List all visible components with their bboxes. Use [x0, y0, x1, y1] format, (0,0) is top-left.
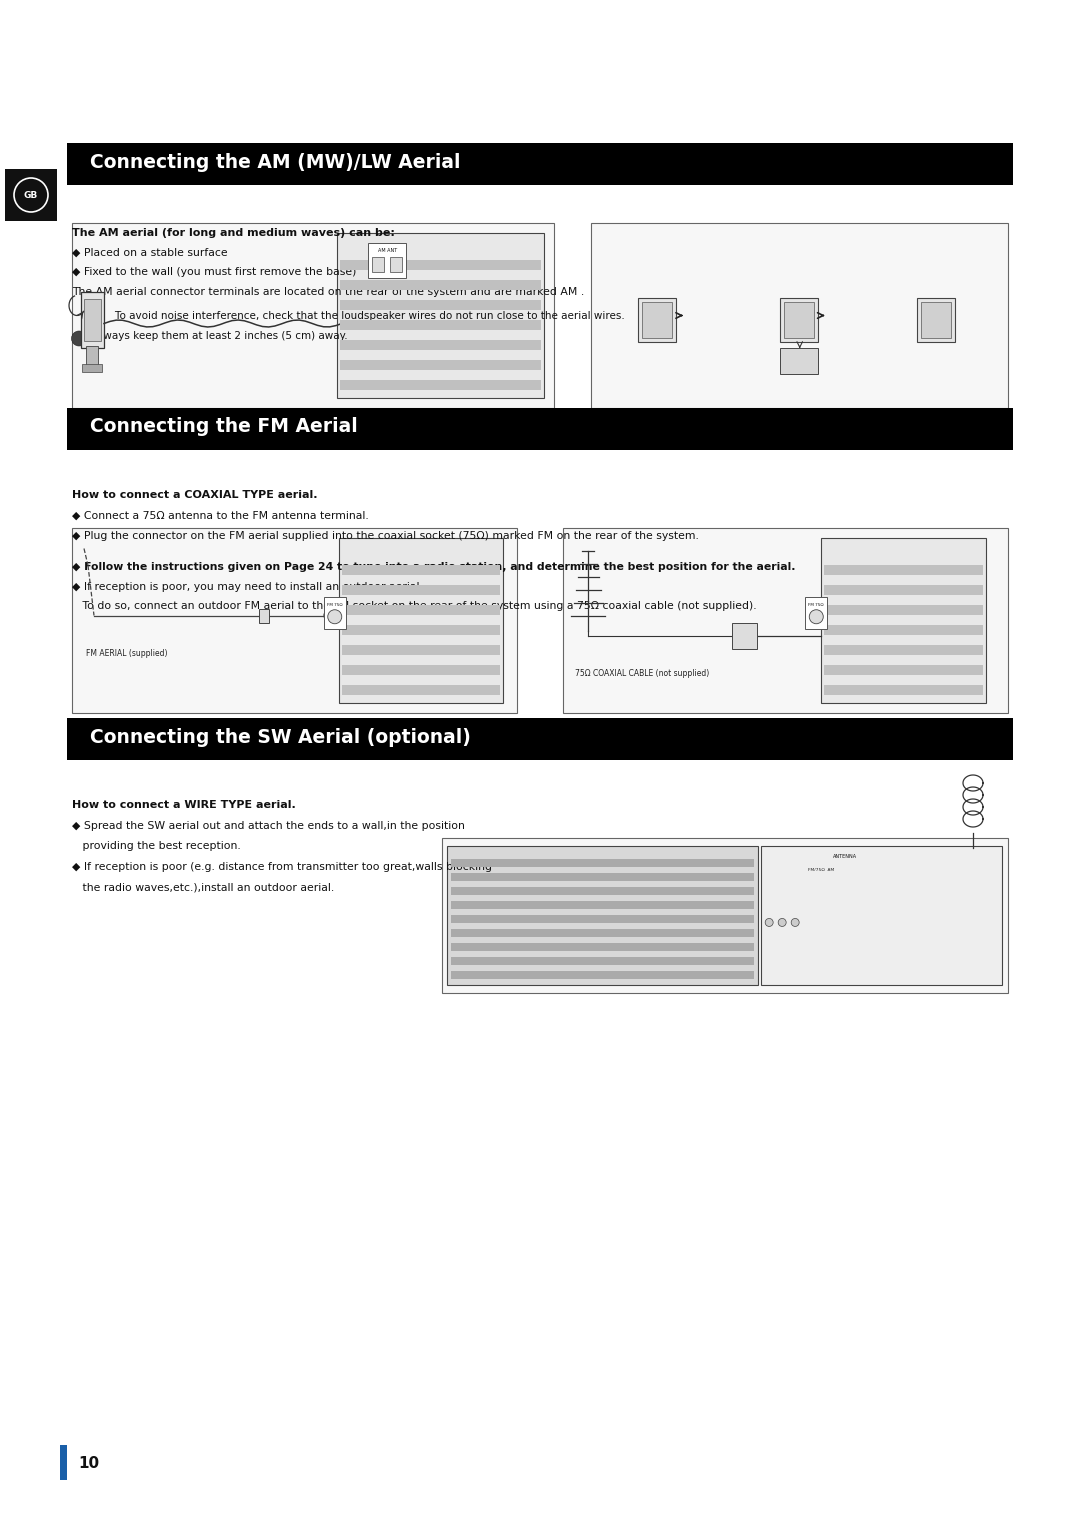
Bar [643, 301, 672, 338]
Bar [341, 625, 500, 636]
Bar [442, 837, 1008, 993]
Bar [259, 608, 269, 622]
Bar [341, 605, 500, 614]
Text: FM 75Ω: FM 75Ω [809, 602, 824, 607]
Bar [340, 319, 541, 330]
Bar [780, 347, 818, 373]
Text: Connecting the FM Aerial: Connecting the FM Aerial [90, 417, 357, 437]
Bar [72, 529, 516, 714]
Bar [340, 361, 541, 370]
Text: providing the best reception.: providing the best reception. [72, 840, 241, 851]
Bar [450, 957, 754, 966]
Bar [72, 223, 554, 408]
Bar [824, 605, 983, 614]
Bar [340, 380, 541, 390]
Text: FM 75Ω: FM 75Ω [327, 602, 342, 607]
Text: The AM aerial connector terminals are located on the rear of the system and are : The AM aerial connector terminals are lo… [72, 287, 584, 296]
Text: Connecting the SW Aerial (optional): Connecting the SW Aerial (optional) [90, 727, 471, 747]
Bar [5, 170, 57, 222]
Bar [564, 529, 1008, 714]
Bar [84, 298, 102, 341]
Bar [921, 301, 951, 338]
Bar [67, 408, 1013, 451]
Bar [450, 970, 754, 979]
Bar [824, 565, 983, 575]
Bar [340, 341, 541, 350]
Text: 75Ω COAXIAL CABLE (not supplied): 75Ω COAXIAL CABLE (not supplied) [576, 669, 710, 677]
Bar [450, 943, 754, 950]
Text: ◆ Connect a 75Ω antenna to the FM antenna terminal.: ◆ Connect a 75Ω antenna to the FM antenn… [72, 510, 368, 521]
Bar [780, 298, 818, 341]
Bar [340, 299, 541, 310]
Bar [60, 1445, 67, 1481]
Text: ◆ Fixed to the wall (you must first remove the base): ◆ Fixed to the wall (you must first remo… [72, 267, 356, 277]
Bar [341, 645, 500, 656]
Bar [324, 597, 346, 628]
Bar [732, 622, 757, 648]
Text: the radio waves,etc.),install an outdoor aerial.: the radio waves,etc.),install an outdoor… [72, 882, 334, 892]
Bar [447, 847, 758, 986]
Text: AM ANT: AM ANT [378, 248, 396, 254]
Circle shape [324, 610, 335, 620]
Text: ◆ Placed on a stable surface: ◆ Placed on a stable surface [72, 248, 228, 258]
Text: 10: 10 [78, 1456, 99, 1470]
Bar [341, 565, 500, 575]
Bar [337, 232, 544, 397]
Bar [824, 685, 983, 695]
Circle shape [765, 918, 773, 926]
Text: To do so, connect an outdoor FM aerial to the FM socket on the rear of the syste: To do so, connect an outdoor FM aerial t… [72, 601, 757, 611]
Text: ◆ Spread the SW aerial out and attach the ends to a wall,in the position: ◆ Spread the SW aerial out and attach th… [72, 821, 464, 831]
Bar [784, 301, 813, 338]
Text: Always keep them at least 2 inches (5 cm) away.: Always keep them at least 2 inches (5 cm… [90, 330, 348, 341]
Bar [761, 847, 1002, 986]
Text: ◆ Follow the instructions given on Page 24 to tune into a radio station, and det: ◆ Follow the instructions given on Page … [72, 561, 796, 571]
Text: Connecting the AM (MW)/LW Aerial: Connecting the AM (MW)/LW Aerial [90, 153, 460, 171]
Bar [341, 685, 500, 695]
Bar [67, 718, 1013, 759]
Bar [340, 260, 541, 270]
Bar [390, 257, 402, 272]
Circle shape [327, 610, 341, 623]
Text: ANTENNA: ANTENNA [834, 854, 858, 859]
Text: ◆ If reception is poor, you may need to install an outdoor aerial.: ◆ If reception is poor, you may need to … [72, 582, 423, 591]
Bar [638, 298, 676, 341]
Text: ◆ Plug the connector on the FM aerial supplied into the coaxial socket (75Ω) mar: ◆ Plug the connector on the FM aerial su… [72, 532, 699, 541]
Bar [806, 597, 827, 628]
Bar [450, 915, 754, 923]
Bar [86, 345, 98, 365]
Bar [67, 144, 1013, 185]
Text: To avoid noise interference, check that the loudspeaker wires do not run close t: To avoid noise interference, check that … [102, 312, 624, 321]
Bar [450, 902, 754, 909]
Bar [341, 665, 500, 675]
Bar [824, 625, 983, 636]
Bar [450, 929, 754, 937]
Bar [450, 872, 754, 882]
Bar [368, 243, 406, 278]
Bar [81, 292, 104, 347]
Bar [824, 585, 983, 594]
Circle shape [792, 918, 799, 926]
Bar [821, 538, 986, 703]
Bar [450, 859, 754, 866]
Text: The AM aerial (for long and medium waves) can be:: The AM aerial (for long and medium waves… [72, 228, 395, 238]
Bar [373, 257, 384, 272]
Text: FM/75Ω  AM: FM/75Ω AM [808, 868, 835, 872]
Bar [82, 364, 102, 371]
Circle shape [809, 610, 823, 623]
Bar [592, 223, 1008, 408]
Text: How to connect a WIRE TYPE aerial.: How to connect a WIRE TYPE aerial. [72, 801, 296, 810]
Circle shape [779, 918, 786, 926]
Bar [341, 585, 500, 594]
Bar [339, 538, 503, 703]
Text: How to connect a COAXIAL TYPE aerial.: How to connect a COAXIAL TYPE aerial. [72, 490, 318, 500]
Bar [450, 886, 754, 895]
Text: ◆ If reception is poor (e.g. distance from transmitter too great,walls blocking: ◆ If reception is poor (e.g. distance fr… [72, 862, 492, 871]
Bar [824, 665, 983, 675]
Text: GB: GB [24, 191, 38, 200]
Circle shape [71, 332, 86, 345]
Bar [824, 645, 983, 656]
Bar [917, 298, 955, 341]
Text: FM AERIAL (supplied): FM AERIAL (supplied) [86, 648, 167, 657]
Bar [340, 280, 541, 290]
